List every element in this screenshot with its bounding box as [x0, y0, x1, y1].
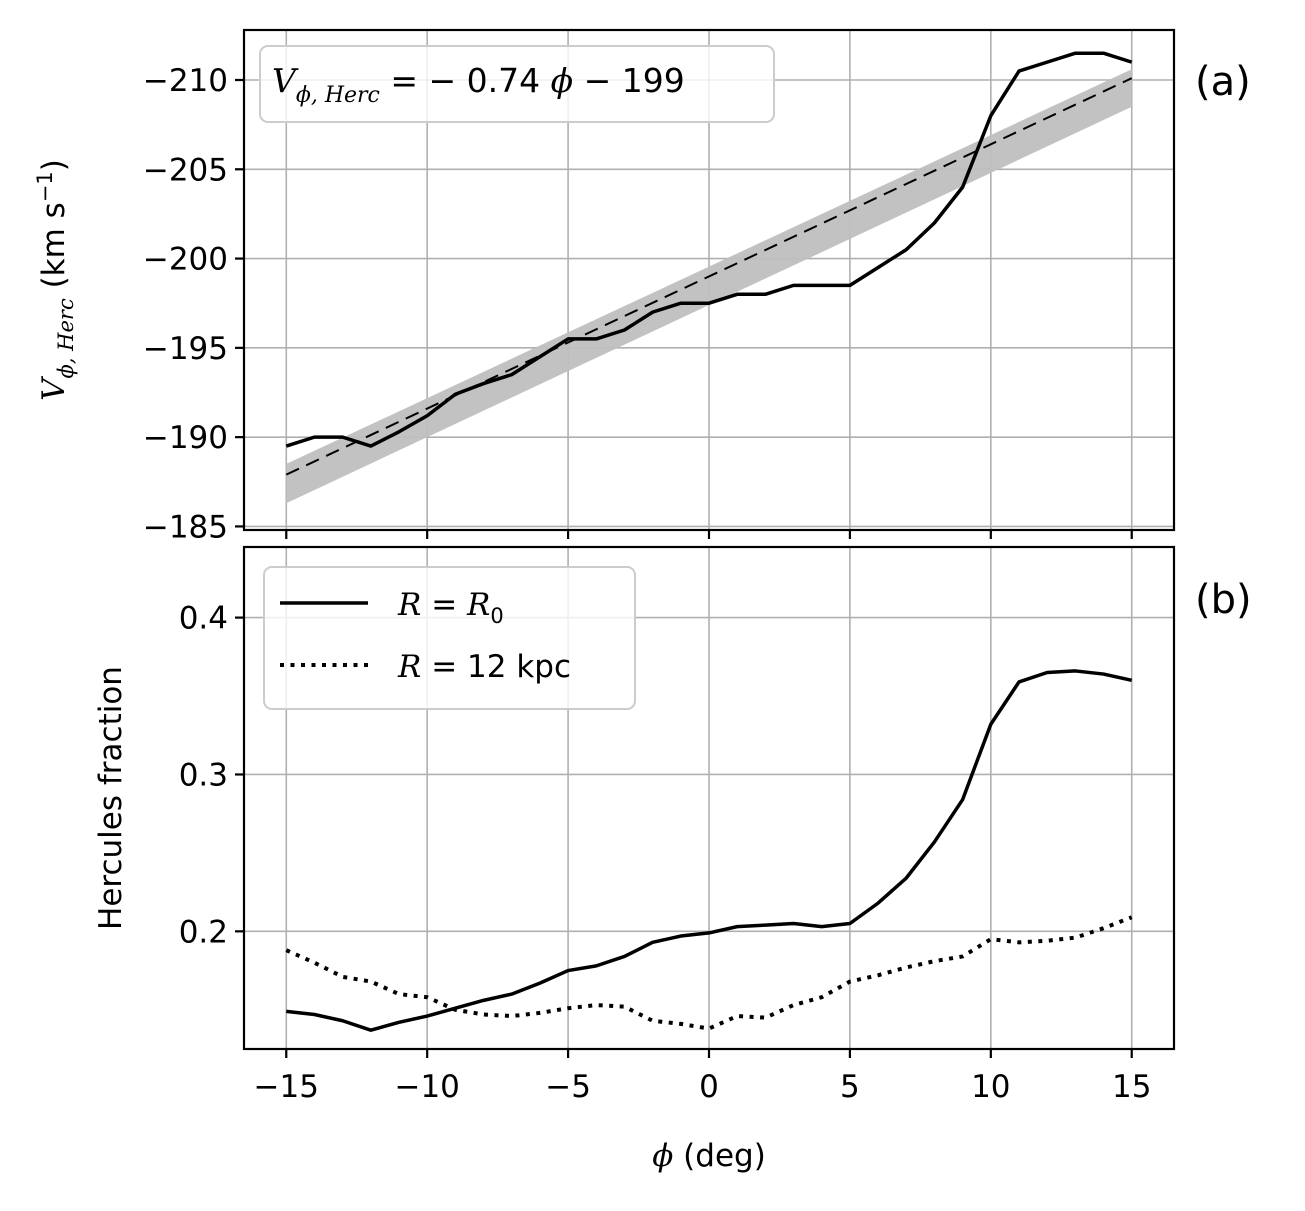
legend-label-12kpc: R = 12 kpc	[397, 649, 571, 685]
fit-annotation: Vϕ, Herc = − 0.74 ϕ − 199	[259, 45, 775, 123]
panel-a-fit-band-layer	[286, 69, 1132, 504]
panel-b-ticks: 0.2 0.3 0.4 −15 −10 −5 0 5 10 15	[179, 601, 1152, 1105]
panel-b-xtick-label: −10	[394, 1069, 459, 1105]
panel-a-ytick-label: −205	[143, 152, 228, 188]
panel-b-ytick-label: 0.4	[179, 601, 228, 637]
panel-b-ylabel: Hercules fraction	[93, 666, 129, 930]
panel-a-ytick-label: −200	[143, 242, 228, 278]
panel-a-ytick-label: −210	[143, 63, 228, 99]
panel-b-xtick-label: 5	[840, 1069, 860, 1105]
panel-a-series-line	[285, 51, 1133, 448]
panel-b-xtick-label: 10	[971, 1069, 1010, 1105]
panel-a: −210 −205 −200 −195 −190 −185 Vϕ, Herc = − 0.…	[33, 28, 1251, 545]
panel-b-xtick-label: −15	[254, 1069, 319, 1105]
panel-b-xtick-label: 15	[1112, 1069, 1151, 1105]
legend: R = R0 R = 12 kpc	[263, 566, 636, 710]
panel-a-ylabel: Vϕ, Herc (km s−1)	[33, 159, 78, 401]
legend-label-r0: R = R0	[397, 587, 504, 628]
panel-b: 0.2 0.3 0.4 −15 −10 −5 0 5 10 15 R = R0 R = 12 kp…	[93, 545, 1252, 1174]
panel-a-ytick-label: −195	[143, 331, 228, 367]
panel-a-tag: (a)	[1195, 59, 1251, 105]
panel-a-lines	[285, 51, 1133, 476]
panel-a-ytick-label: −190	[143, 420, 228, 456]
fit-annotation-text: Vϕ, Herc = − 0.74 ϕ − 199	[272, 61, 685, 108]
panel-b-tag: (b)	[1195, 577, 1252, 623]
panel-a-ticks: −210 −205 −200 −195 −190 −185	[143, 63, 1133, 545]
panel-b-xtick-label: 0	[699, 1069, 719, 1105]
series-line-r-12kpc	[285, 915, 1133, 1031]
series-line-r-r0	[286, 669, 1133, 1032]
fit-band	[286, 69, 1132, 504]
panel-b-xtick-label: −5	[545, 1069, 591, 1105]
panel-a-ytick-label: −185	[143, 509, 228, 545]
panel-b-ytick-label: 0.2	[179, 914, 228, 950]
panel-b-lines	[285, 669, 1133, 1032]
panel-b-ytick-label: 0.3	[179, 757, 228, 793]
fit-annotation-box	[259, 45, 775, 123]
fit-line	[285, 77, 1133, 476]
panel-b-xlabel: ϕ (deg)	[652, 1138, 766, 1174]
